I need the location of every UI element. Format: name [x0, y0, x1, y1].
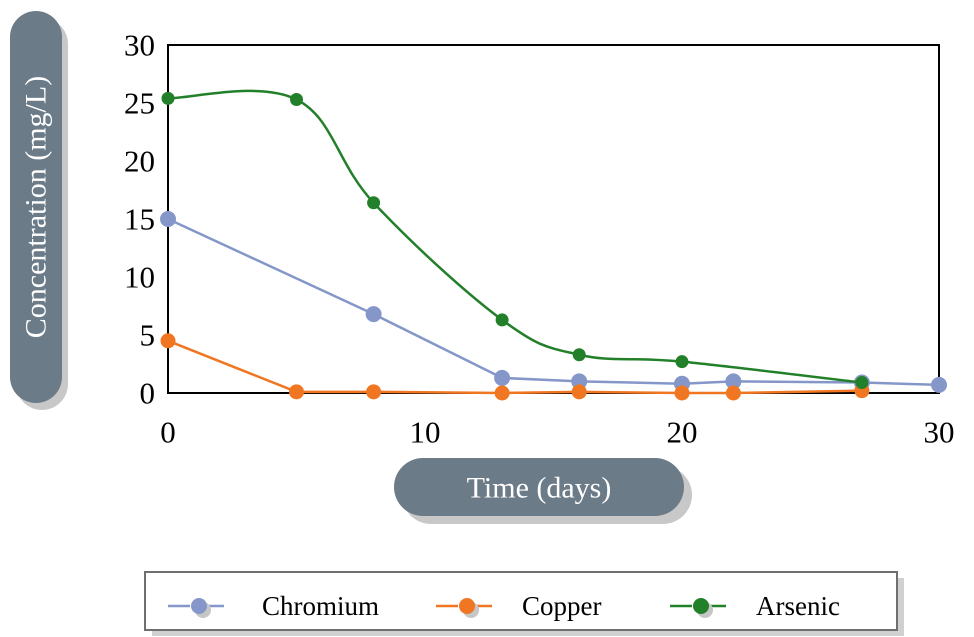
- data-point: [289, 384, 304, 400]
- series-arsenic: [161, 89, 869, 390]
- data-point: [160, 333, 176, 349]
- data-point: [161, 91, 175, 105]
- series-chromium: [160, 211, 947, 393]
- x-tick-label: 20: [667, 415, 698, 450]
- data-point: [365, 306, 382, 323]
- legend-label: Copper: [522, 591, 601, 621]
- y-tick-label: 0: [140, 376, 156, 411]
- y-tick-label: 10: [124, 260, 155, 295]
- data-point: [571, 373, 588, 390]
- data-point: [725, 385, 741, 401]
- data-point: [366, 384, 382, 400]
- data-point: [367, 196, 381, 210]
- legend-items: Chromium Copper Arsenic: [168, 591, 840, 621]
- y-axis-title: Concentration (mg/L): [10, 11, 68, 410]
- data-point: [675, 355, 689, 369]
- data-point: [725, 373, 742, 390]
- y-tick-label: 25: [124, 86, 155, 121]
- series-layer: [160, 89, 947, 401]
- y-axis-title-text: Concentration (mg/L): [20, 76, 53, 338]
- y-tick-label: 5: [140, 318, 156, 353]
- data-point: [290, 93, 303, 107]
- data-point: [494, 369, 511, 386]
- legend-item-copper: Copper: [436, 591, 601, 621]
- y-axis-ticks: 0 5 10 15 20 25 30: [124, 28, 155, 411]
- legend-item-arsenic: Arsenic: [670, 591, 840, 621]
- series-line: [167, 339, 862, 395]
- legend-swatch-marker: [693, 598, 709, 614]
- data-point: [674, 385, 690, 401]
- x-axis-title: Time (days): [394, 458, 692, 524]
- data-point: [572, 348, 586, 362]
- y-tick-label: 15: [124, 202, 155, 237]
- x-axis-ticks: 0 10 20 30: [160, 415, 954, 450]
- legend-label: Arsenic: [756, 591, 840, 621]
- y-tick-label: 20: [124, 144, 155, 179]
- x-tick-label: 30: [924, 415, 955, 450]
- data-point: [855, 376, 869, 390]
- series-line: [167, 89, 863, 384]
- plot-area-frame: [167, 44, 940, 394]
- y-tick-label: 30: [124, 28, 155, 63]
- series-line: [167, 217, 940, 387]
- x-tick-label: 0: [160, 415, 176, 450]
- series-copper: [160, 333, 870, 401]
- data-point: [571, 384, 587, 400]
- x-axis-title-text: Time (days): [467, 472, 612, 505]
- legend: Chromium Copper Arsenic: [144, 571, 904, 636]
- data-point: [494, 385, 510, 401]
- legend-item-chromium: Chromium: [168, 591, 379, 621]
- legend-label: Chromium: [262, 591, 379, 621]
- x-tick-label: 10: [410, 415, 441, 450]
- data-point: [160, 211, 176, 227]
- data-point: [495, 313, 509, 327]
- legend-swatch-marker: [191, 598, 207, 614]
- data-point: [931, 376, 947, 393]
- legend-swatch-marker: [459, 598, 475, 614]
